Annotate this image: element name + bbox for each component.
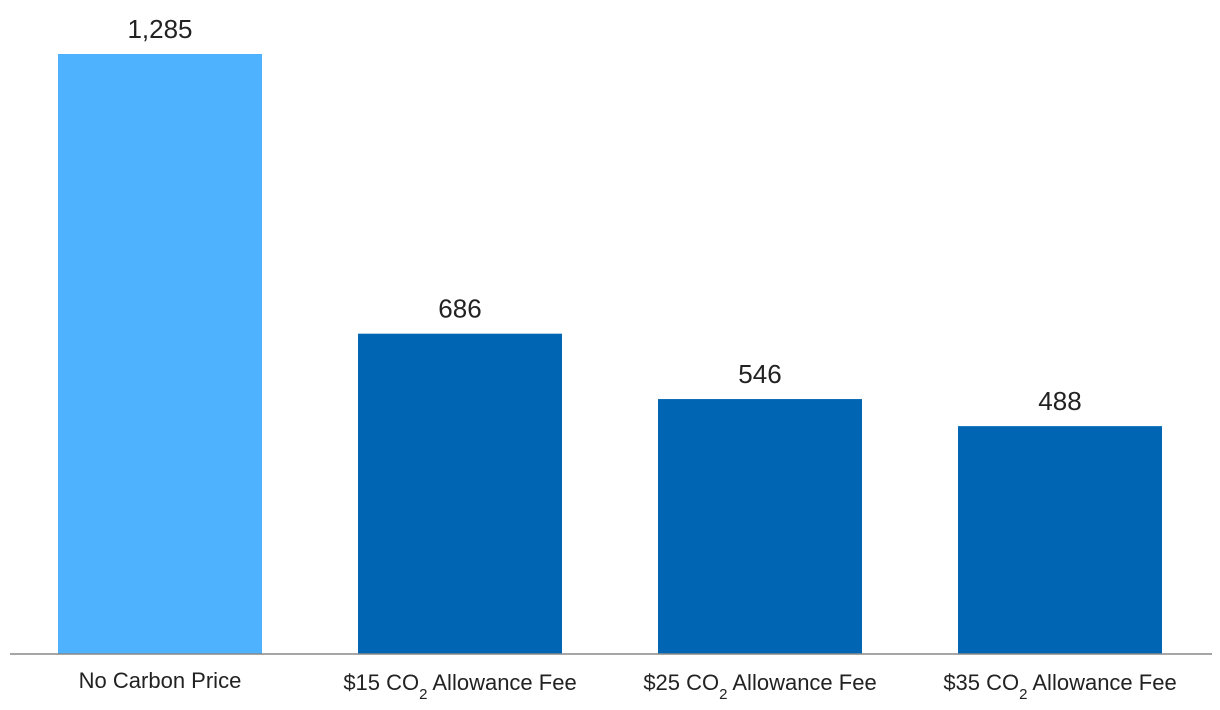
category-label-1: $15 CO2 Allowance Fee (343, 670, 576, 703)
bar-2 (658, 399, 862, 654)
bars-group (58, 54, 1162, 654)
value-label-0: 1,285 (127, 14, 192, 44)
category-labels-group: No Carbon Price $15 CO2 Allowance Fee $25 … (79, 668, 1177, 703)
value-label-1: 686 (438, 294, 481, 324)
category-label-2: $25 CO2 Allowance Fee (643, 670, 876, 703)
category-label-0: No Carbon Price (79, 668, 242, 693)
value-label-3: 488 (1038, 386, 1081, 416)
bar-0 (58, 54, 262, 654)
value-label-2: 546 (738, 359, 781, 389)
value-labels-group: 1,285 686 546 488 (127, 14, 1081, 416)
bar-3 (958, 426, 1162, 654)
bar-1 (358, 333, 562, 654)
category-label-3: $35 CO2 Allowance Fee (943, 670, 1176, 703)
